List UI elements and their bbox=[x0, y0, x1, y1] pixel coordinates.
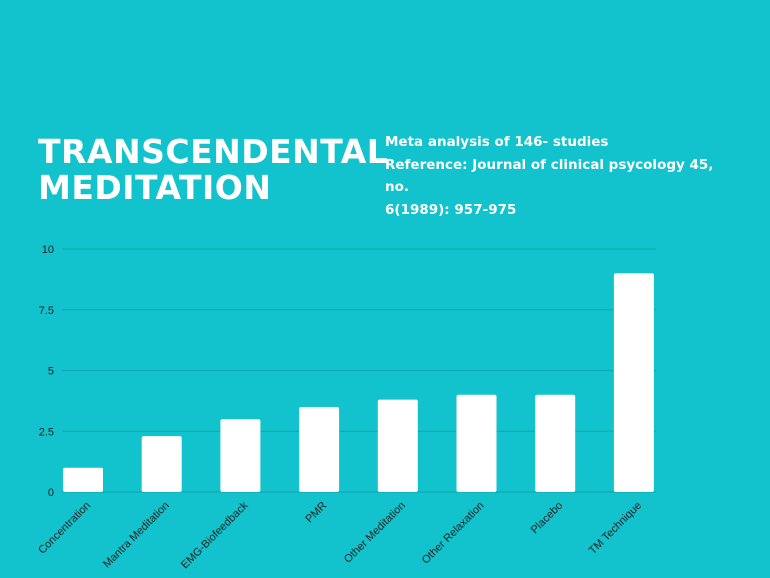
bar-placebo bbox=[535, 394, 576, 492]
title-line-2: MEDITATION bbox=[38, 168, 272, 207]
bar-pmr bbox=[299, 406, 340, 492]
y-tick-label: 2.5 bbox=[39, 426, 54, 438]
notes-line-2: Reference: Journal of clinical psycology… bbox=[385, 156, 714, 196]
bar-concentration bbox=[63, 467, 103, 492]
x-tick-label: Other Meditation bbox=[342, 500, 408, 566]
x-tick-label: Other Relaxation bbox=[420, 500, 487, 567]
x-axis-labels: Concentration Mantra Meditation EMG-Biofee… bbox=[36, 499, 644, 571]
bar-other-meditation bbox=[377, 399, 418, 492]
bar-tm-technique bbox=[613, 273, 654, 492]
title-line-1: TRANSCENDENTAL bbox=[38, 132, 389, 171]
x-tick-label: Mantra Meditation bbox=[101, 500, 172, 571]
bar-emg-biofeedback bbox=[220, 419, 261, 492]
y-tick-label: 7.5 bbox=[39, 305, 54, 317]
y-tick-label: 5 bbox=[48, 366, 54, 378]
y-tick-label: 0 bbox=[48, 487, 54, 499]
bar-mantra-meditation bbox=[141, 436, 182, 492]
y-axis-ticks: 0 2.5 5 7.5 10 bbox=[39, 244, 54, 499]
x-tick-label: EMG-Biofeedback bbox=[179, 499, 251, 571]
notes-line-1: Meta analysis of 146- studies bbox=[385, 134, 609, 150]
bars bbox=[63, 273, 654, 492]
y-tick-label: 10 bbox=[42, 244, 54, 256]
x-tick-label: TM Technique bbox=[587, 500, 644, 557]
study-notes: Meta analysis of 146- studies Reference:… bbox=[385, 131, 735, 221]
x-tick-label: Concentration bbox=[36, 500, 93, 557]
notes-line-3: 6(1989): 957-975 bbox=[385, 201, 517, 218]
chart-title: TRANSCENDENTAL MEDITATION bbox=[38, 132, 389, 207]
bar-other-relaxation bbox=[456, 394, 497, 492]
x-tick-label: PMR bbox=[303, 500, 329, 526]
x-tick-label: Placebo bbox=[529, 500, 566, 537]
